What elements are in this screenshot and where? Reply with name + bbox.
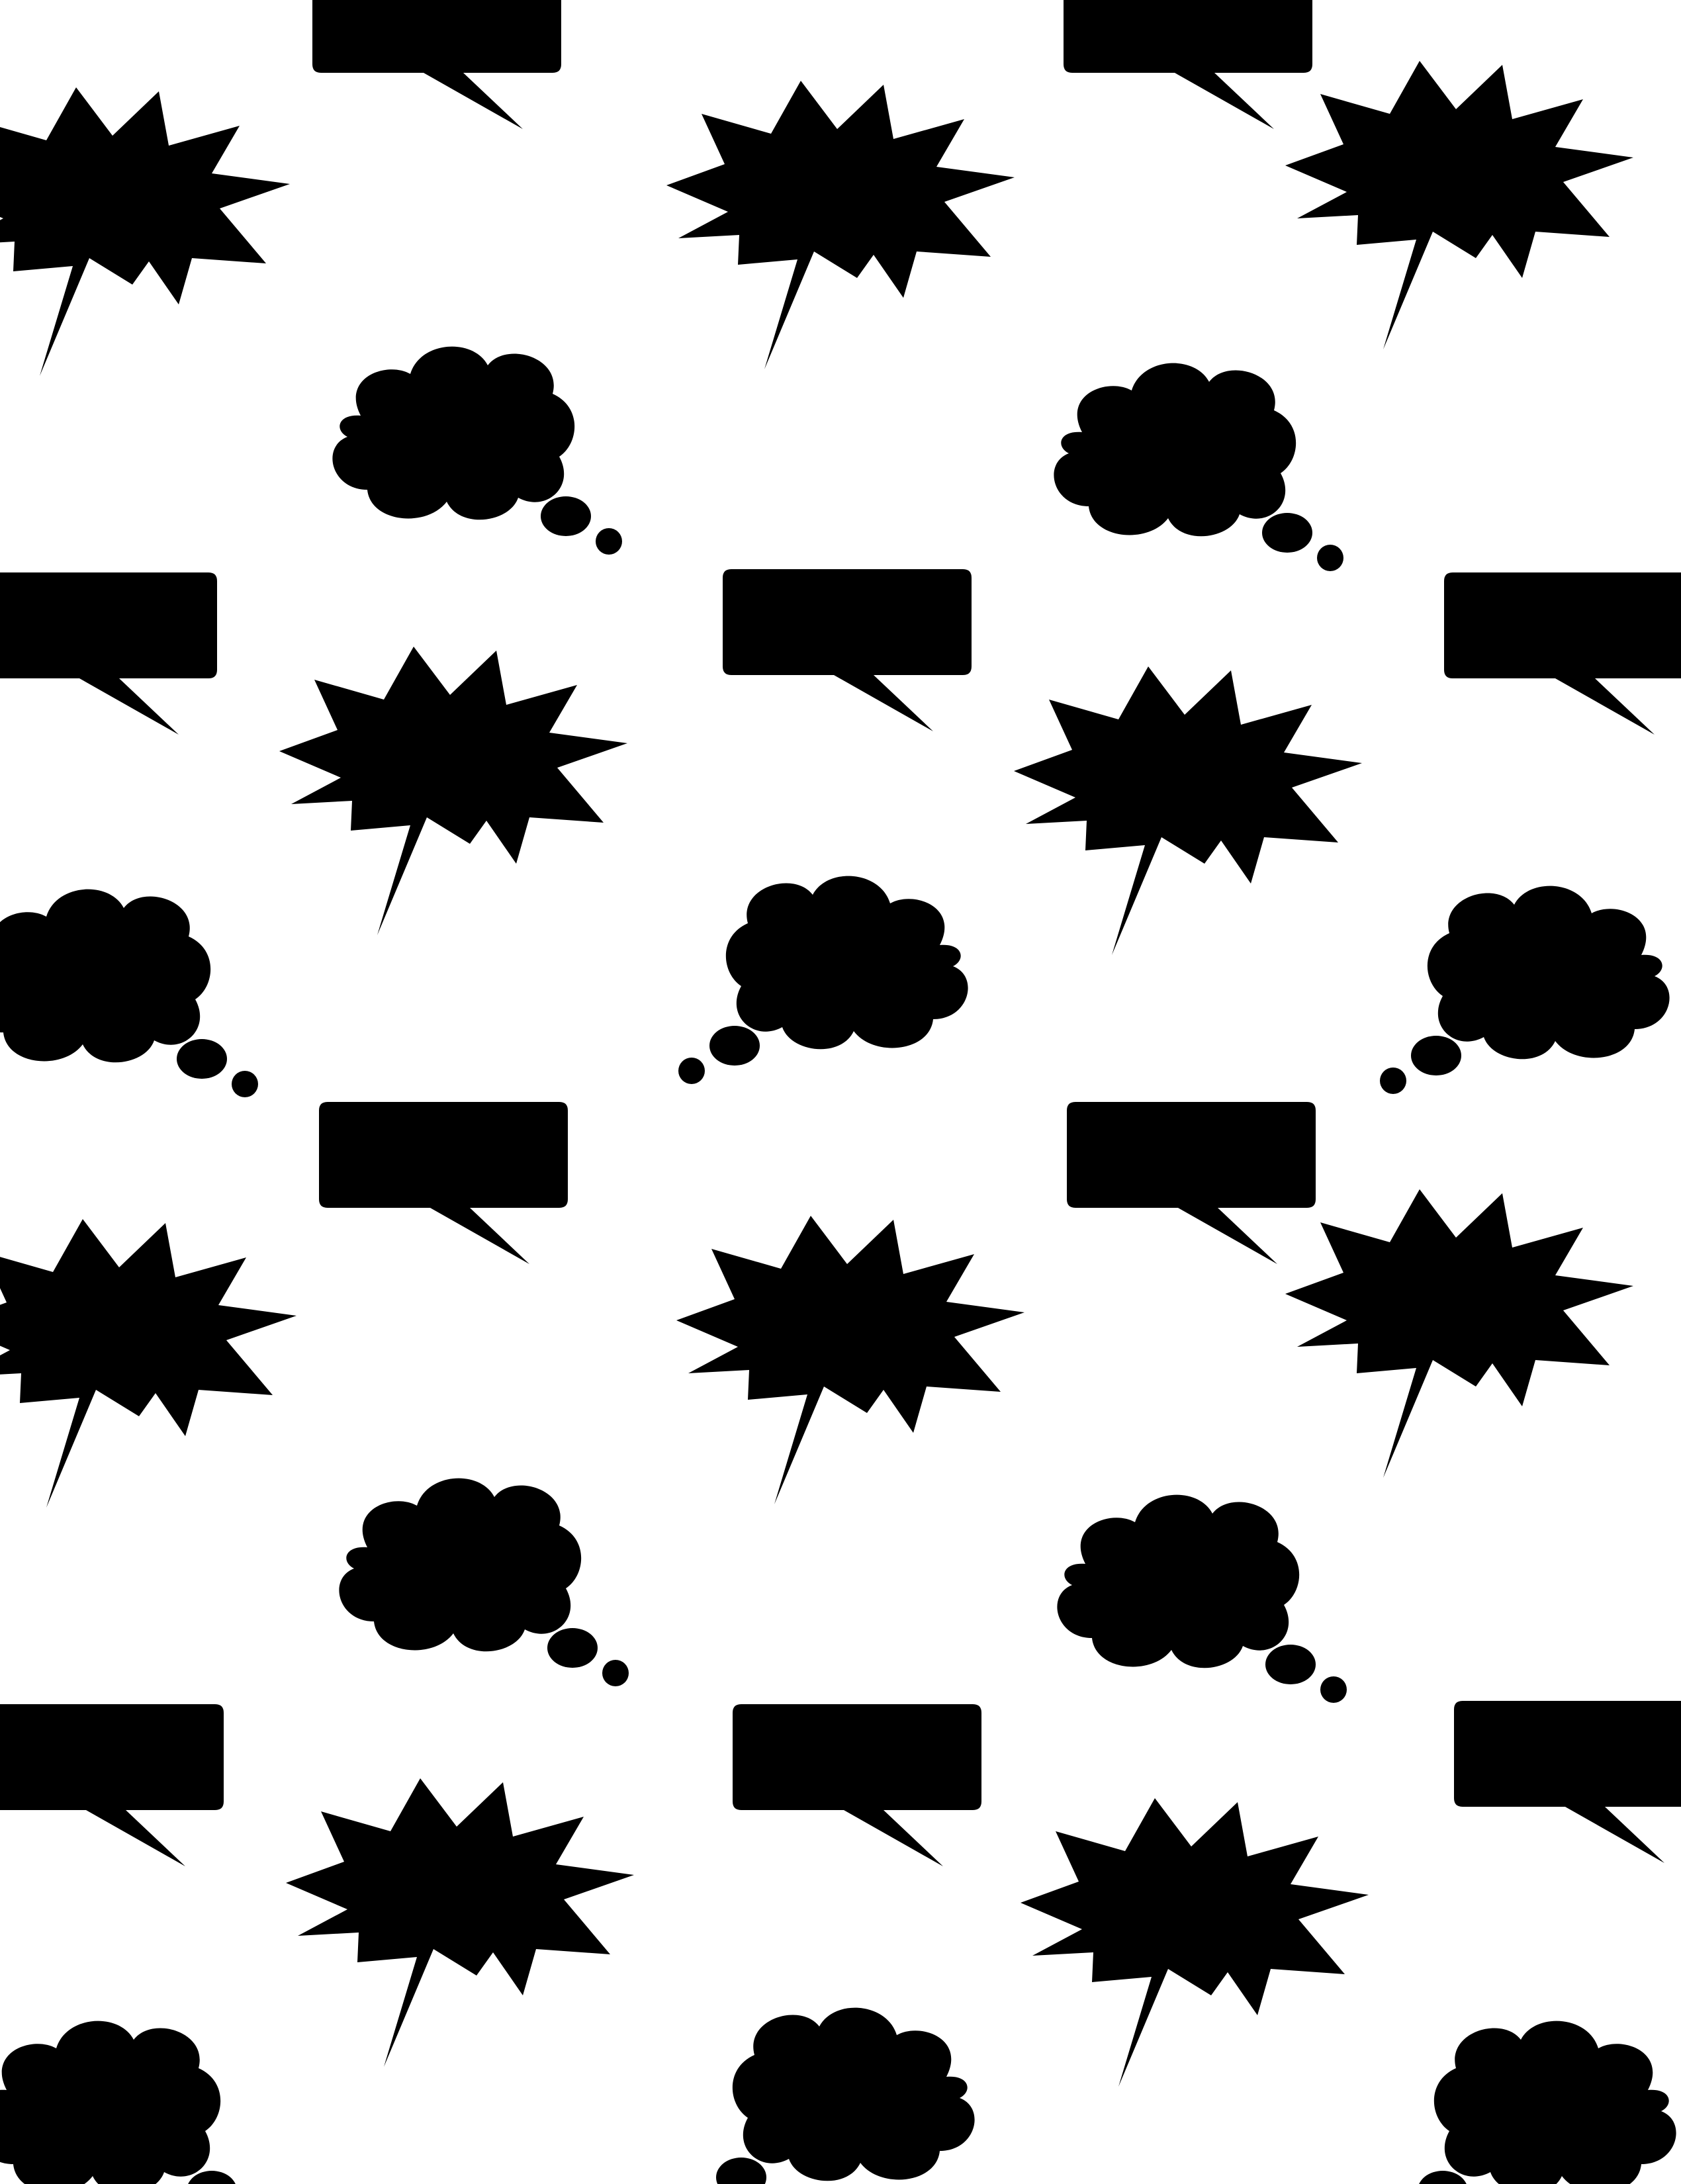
woof-label: WOOF. xyxy=(1487,1720,1670,1785)
bork-burst-bubble: BORK! xyxy=(676,1216,1024,1504)
bork-label: BORK! xyxy=(1367,145,1545,210)
bork-label: BORK! xyxy=(1095,751,1273,815)
arf-thought-cloud: ARF? xyxy=(0,2021,268,2184)
arf-thought-cloud: ARF? xyxy=(1057,1494,1347,1703)
arf-thought-cloud: ARF? xyxy=(678,876,968,1084)
bork-burst-bubble: BORK! xyxy=(286,1778,634,2067)
arf-label: ARF? xyxy=(1103,1538,1241,1603)
woof-speech-bubble: WOOF. xyxy=(733,1704,981,1866)
bork-burst-bubble: BORK! xyxy=(666,81,1015,369)
woof-label: WOOF. xyxy=(756,588,939,653)
woof-label: WOOF. xyxy=(1477,592,1660,657)
bork-label: BORK! xyxy=(361,731,539,796)
arf-label: ARF? xyxy=(14,933,152,997)
woof-label: WOOF. xyxy=(8,1723,191,1788)
bork-burst-bubble: BORK! xyxy=(1021,1798,1369,2087)
bork-burst-bubble: BORK! xyxy=(1014,666,1362,955)
arf-thought-cloud: ARF? xyxy=(332,346,622,555)
arf-thought-cloud: ARF? xyxy=(1380,886,1670,1094)
woof-speech-bubble: WOOF. xyxy=(0,1704,224,1866)
arf-thought-cloud: ARF? xyxy=(1054,363,1343,571)
arf-label: ARF? xyxy=(1493,2064,1631,2129)
woof-label: WOOF. xyxy=(1,592,185,657)
bork-burst-bubble: BORK! xyxy=(279,647,627,935)
woof-speech-bubble: WOOF. xyxy=(1067,1102,1316,1264)
arf-label: ARF? xyxy=(792,2051,930,2116)
woof-speech-bubble: WOOF. xyxy=(312,0,561,129)
woof-label: WOOF. xyxy=(345,0,529,51)
arf-thought-cloud: ARF? xyxy=(0,889,258,1097)
woof-speech-bubble: WOOF. xyxy=(319,1102,568,1264)
bork-label: BORK! xyxy=(748,165,926,230)
arf-label: ARF? xyxy=(1099,406,1238,471)
arf-thought-cloud: ARF? xyxy=(685,2007,975,2184)
woof-speech-bubble: WOOF. xyxy=(1454,1701,1681,1863)
woof-speech-bubble: WOOF. xyxy=(1064,0,1312,129)
arf-label: ARF? xyxy=(24,2064,162,2129)
woof-speech-bubble: WOOF. xyxy=(1444,572,1681,735)
arf-label: ARF? xyxy=(1486,929,1625,994)
bork-label: BORK! xyxy=(23,171,201,236)
woof-label: WOOF. xyxy=(1100,1121,1283,1186)
bork-burst-bubble: BORK! xyxy=(1285,61,1633,349)
bork-burst-bubble: BORK! xyxy=(0,87,290,376)
woof-speech-bubble: WOOF. xyxy=(723,569,972,731)
arf-label: ARF? xyxy=(785,919,923,984)
arf-label: ARF? xyxy=(365,383,529,460)
woof-label: WOOF. xyxy=(766,1723,949,1788)
woof-speech-bubble: WOOF. xyxy=(0,572,217,735)
bork-label: BORK! xyxy=(30,1303,208,1368)
bork-label: BORK! xyxy=(758,1300,936,1365)
arf-thought-cloud: ARF? xyxy=(1386,2021,1676,2184)
woof-label: WOOF. xyxy=(352,1121,535,1186)
arf-thought-cloud: ARF? xyxy=(339,1478,629,1686)
bork-label: BORK! xyxy=(1367,1273,1545,1338)
arf-label: ARF? xyxy=(371,1514,536,1592)
bork-label: BORK! xyxy=(367,1862,545,1927)
bork-burst-bubble: BORK! xyxy=(0,1219,296,1508)
bork-burst-bubble: BORK! xyxy=(1285,1189,1633,1478)
woof-label: WOOF. xyxy=(1097,0,1280,51)
bork-label: BORK! xyxy=(1102,1882,1280,1947)
